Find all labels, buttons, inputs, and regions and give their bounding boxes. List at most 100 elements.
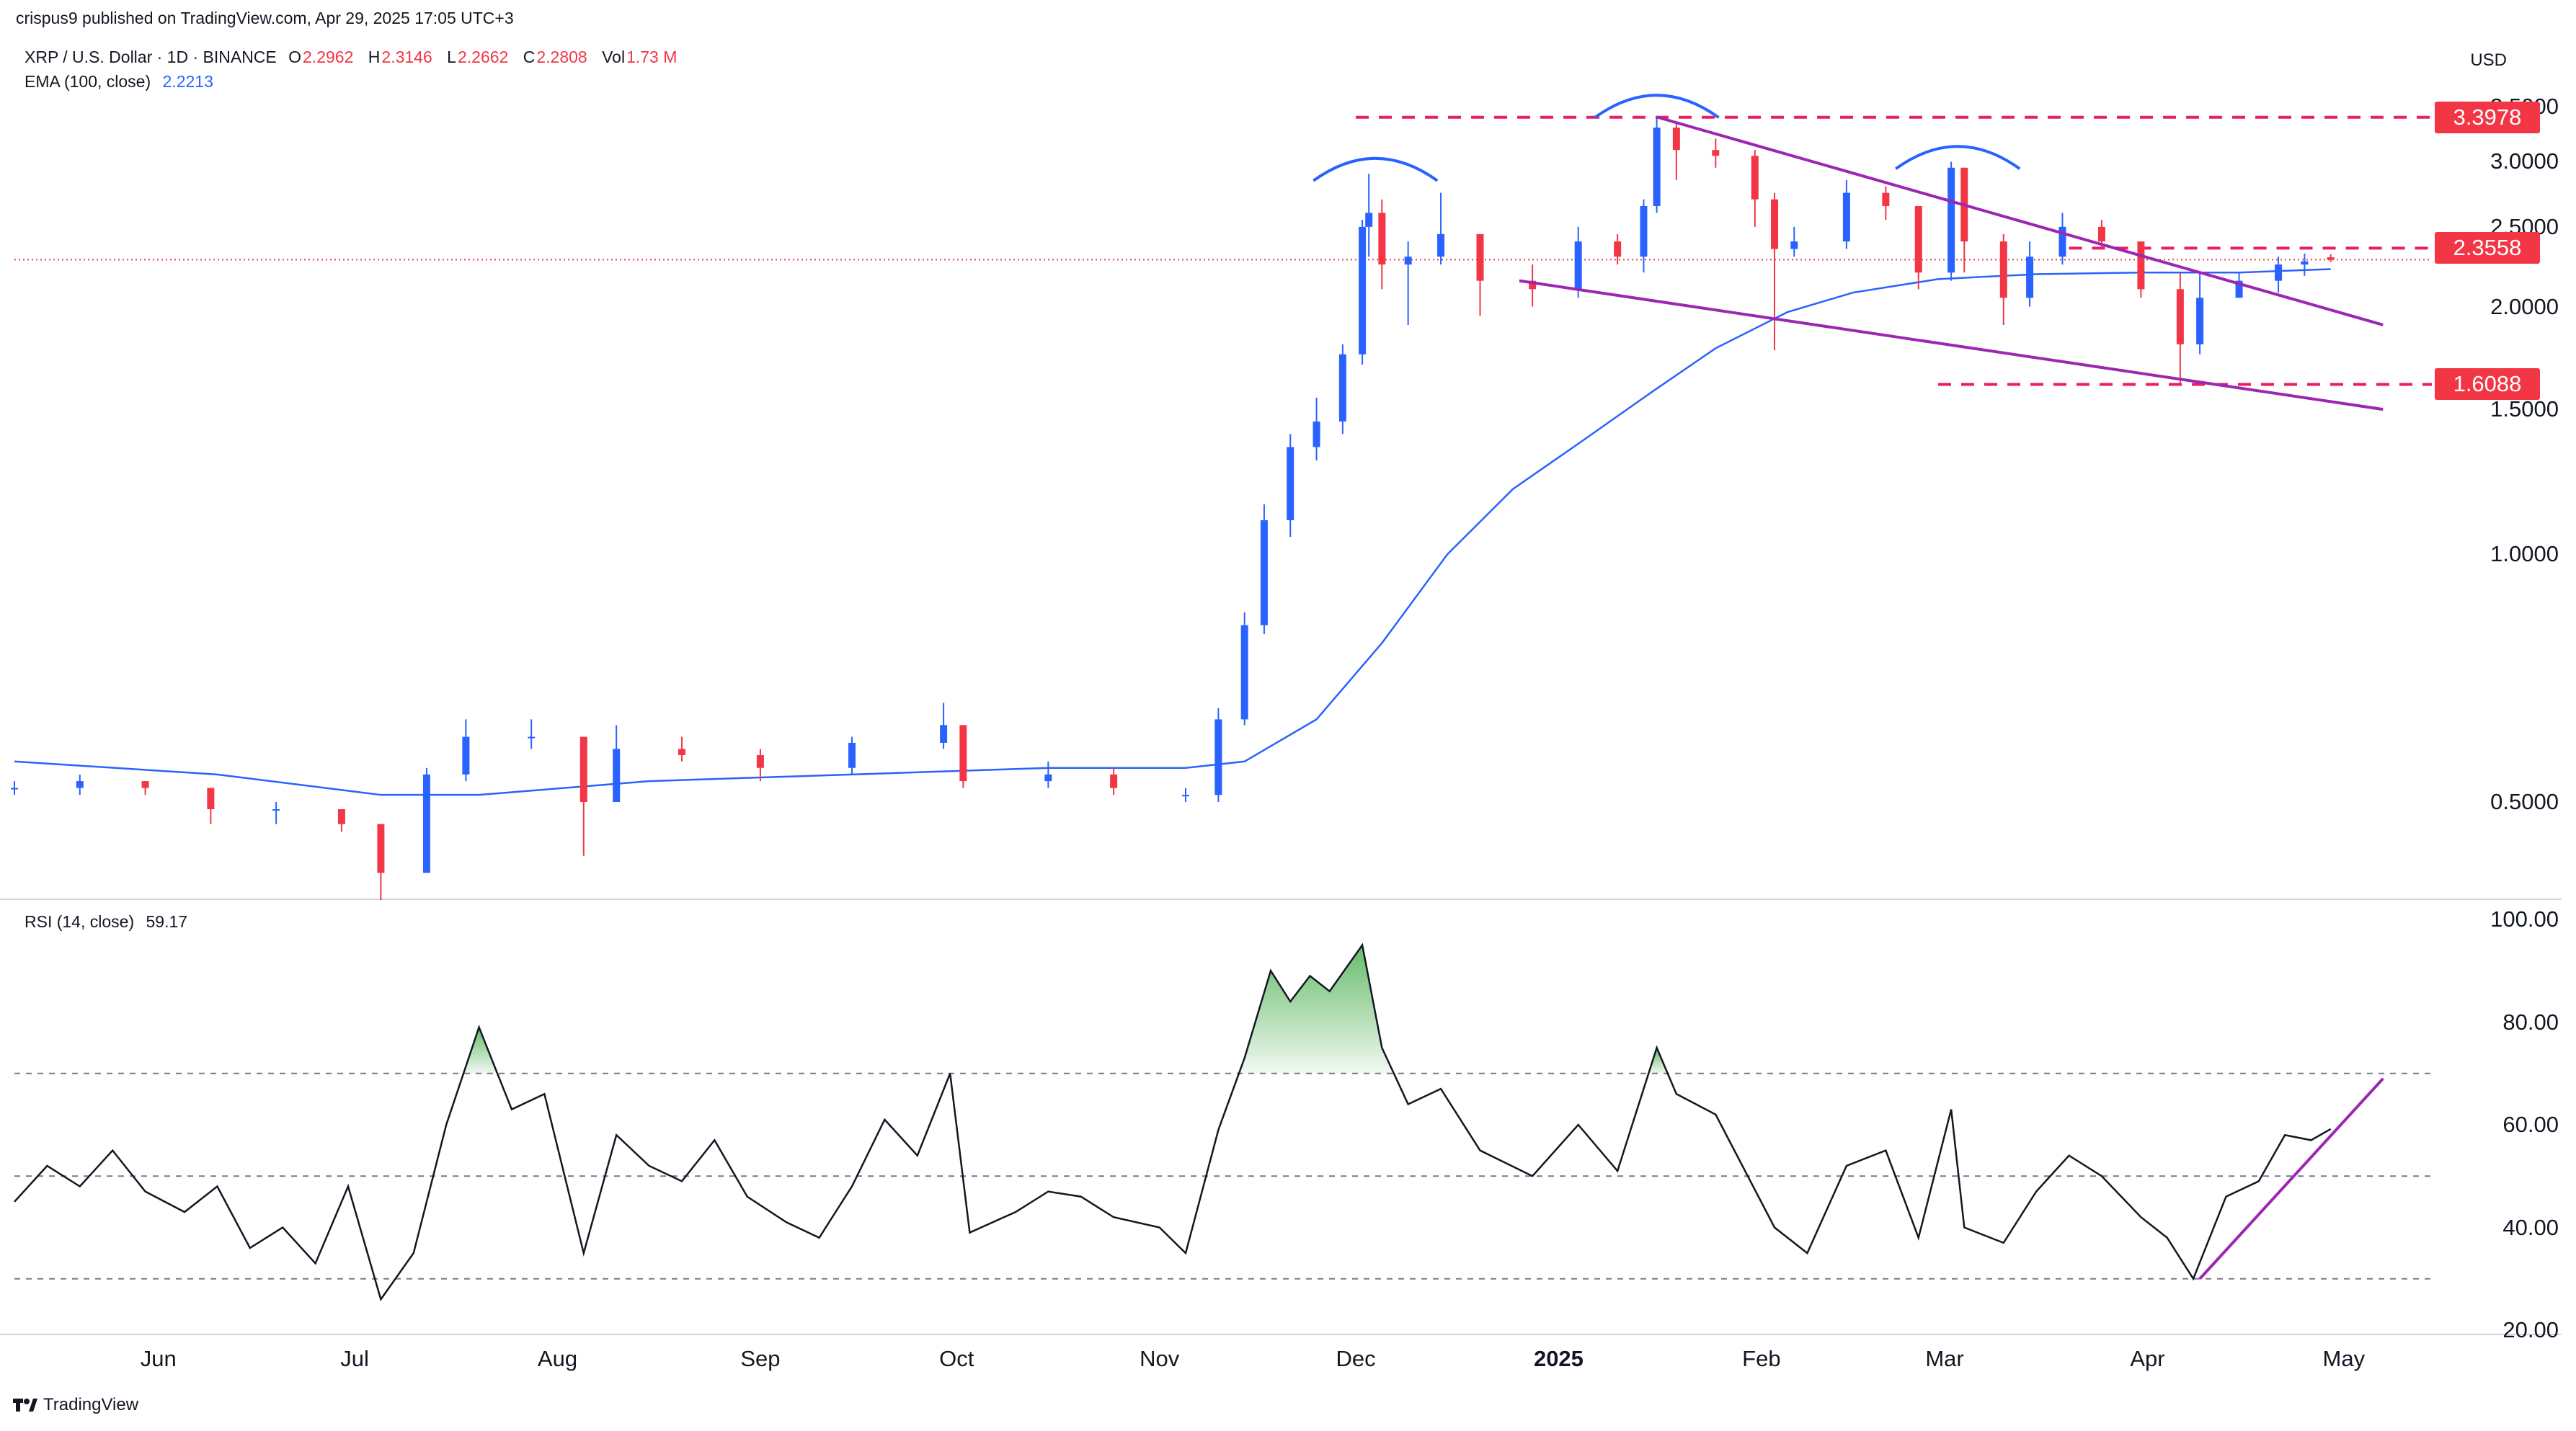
rsi-line	[14, 942, 2332, 1302]
candle-body	[207, 788, 215, 810]
close-value: 2.2808	[536, 48, 587, 66]
candle-body	[2137, 241, 2145, 290]
tradingview-footer[interactable]: TradingView	[13, 1395, 138, 1415]
symbol-label[interactable]: XRP / U.S. Dollar · 1D · BINANCE	[25, 48, 277, 66]
candle	[2137, 241, 2145, 298]
candle	[1790, 226, 1798, 257]
candle	[1240, 612, 1248, 726]
high-value: 2.3146	[381, 48, 432, 66]
candle	[422, 767, 430, 873]
publisher-header: crispus9 published on TradingView.com, A…	[16, 9, 514, 27]
wedge-lower-trendline	[1519, 279, 2384, 411]
time-tick-label: Oct	[939, 1346, 974, 1371]
candle	[959, 725, 967, 788]
low-value: 2.2662	[457, 48, 509, 66]
candle-body	[2026, 257, 2034, 298]
price-tick-label: 1.0000	[2490, 541, 2559, 567]
time-tick-label: Sep	[740, 1346, 781, 1371]
rsi-tick-label: 100.00	[2490, 906, 2559, 932]
candle-body	[1771, 199, 1779, 249]
candle	[1751, 150, 1759, 227]
price-tick-label: 2.0000	[2490, 293, 2559, 319]
volume-value: 1.73 M	[626, 48, 678, 66]
candle	[11, 781, 18, 795]
candle	[1214, 708, 1222, 802]
candle-body	[940, 725, 948, 743]
candle	[1672, 122, 1680, 180]
candle	[1999, 233, 2007, 325]
open-value: 2.2962	[303, 48, 354, 66]
high-key: H	[368, 48, 381, 66]
candle-body	[1712, 150, 1720, 156]
time-tick-label: Jun	[140, 1346, 177, 1371]
price-tick-label: 3.0000	[2490, 148, 2559, 174]
candle	[2275, 257, 2283, 293]
candle-body	[2235, 280, 2243, 298]
candle	[1712, 138, 1720, 168]
candle-body	[1240, 625, 1248, 720]
candle-body	[1529, 280, 1537, 290]
head-shoulders-arc	[1895, 145, 2021, 170]
candle	[462, 719, 470, 782]
candle	[1842, 179, 1850, 249]
candle	[1110, 767, 1118, 795]
candle	[1378, 199, 1386, 290]
candle-body	[1044, 774, 1052, 782]
candle	[1437, 192, 1445, 265]
candle-body	[1338, 354, 1346, 422]
open-key: O	[288, 48, 302, 66]
candle-body	[1882, 192, 1890, 206]
candle	[613, 725, 621, 802]
candle	[1574, 226, 1582, 298]
candle	[2026, 241, 2034, 307]
candle	[1640, 199, 1648, 273]
candle-body	[1672, 128, 1680, 151]
candle-body	[422, 774, 430, 873]
price-level-tag: 2.3558	[2435, 232, 2540, 264]
head-shoulders-arc	[1313, 156, 1439, 182]
candle	[678, 736, 685, 762]
candle-body	[1842, 192, 1850, 242]
time-tick-label: May	[2322, 1346, 2366, 1371]
candle-body	[1614, 241, 1622, 257]
candle-body	[1574, 241, 1582, 290]
time-tick-label: Apr	[2130, 1346, 2165, 1371]
candle	[1653, 117, 1661, 213]
candle-body	[11, 788, 18, 790]
candle-body	[462, 736, 470, 775]
time-tick-label: Dec	[1336, 1346, 1376, 1371]
candle	[1914, 205, 1922, 290]
head-shoulders-arc	[1594, 94, 1720, 119]
rsi-tick-label: 20.00	[2502, 1317, 2559, 1342]
candle-body	[1313, 421, 1320, 447]
rsi-overbought-fill	[463, 1027, 498, 1074]
ema-legend[interactable]: EMA (100, close) 2.2213	[25, 72, 221, 92]
price-level-tag: 1.6088	[2435, 368, 2540, 401]
candle-body	[2301, 261, 2309, 265]
candle	[76, 774, 84, 795]
candle-body	[2176, 289, 2184, 344]
candle	[377, 824, 385, 901]
candle-body	[1404, 257, 1412, 265]
candle-body	[141, 781, 149, 788]
candle-body	[848, 742, 856, 768]
candle-body	[1914, 205, 1922, 273]
candle-body	[1214, 719, 1222, 795]
candle	[579, 736, 587, 856]
candle	[2058, 213, 2066, 265]
rsi-legend[interactable]: RSI (14, close) 59.17	[25, 912, 195, 932]
ema-value: 2.2213	[162, 72, 213, 91]
candle-body	[1751, 156, 1759, 200]
rsi-tick-label: 80.00	[2502, 1009, 2559, 1035]
volume-key: Vol	[602, 48, 626, 66]
candle-body	[377, 824, 385, 873]
currency-label[interactable]: USD	[2470, 50, 2507, 70]
candle	[2301, 253, 2309, 276]
candle	[1359, 220, 1367, 365]
candle-body	[1359, 226, 1367, 355]
ema-line	[14, 268, 2331, 796]
candle	[141, 781, 149, 795]
rsi-overbought-fill	[1238, 945, 1394, 1074]
candle-body	[528, 736, 536, 739]
